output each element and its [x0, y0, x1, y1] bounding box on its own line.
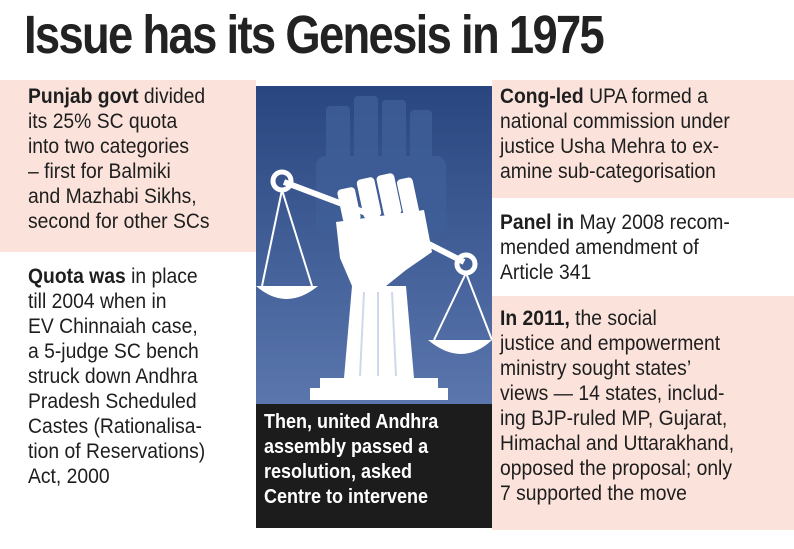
text-line: amine sub-categorisation: [500, 160, 716, 183]
text-line: and Mazhabi Sikhs,: [28, 185, 197, 208]
left-bottom-text: Quota was in place till 2004 when in EV …: [28, 264, 221, 489]
left-bottom-bold: Quota was: [28, 265, 126, 288]
text-line: opposed the proposal; only: [500, 457, 733, 480]
left-top-text: Punjab govt divided its 25% SC quota int…: [28, 84, 225, 234]
text-line: its 25% SC quota: [28, 110, 178, 133]
caption-line: Centre to intervene: [264, 486, 429, 508]
text-line: EV Chinnaiah case,: [28, 315, 198, 338]
text-line: Castes (Rationalisa-: [28, 415, 202, 438]
caption-line: resolution, asked: [264, 461, 413, 483]
right-mid-bold: Panel in: [500, 211, 575, 234]
text-line: 7 supported the move: [500, 482, 687, 505]
text-line: second for other SCs: [28, 210, 210, 233]
page-title: Issue has its Genesis in 1975: [24, 5, 605, 65]
text-line: Act, 2000: [28, 465, 110, 488]
text-line: national commission under: [500, 110, 730, 133]
right-top-panel: [492, 80, 794, 198]
text-line: justice Usha Mehra to ex-: [500, 135, 720, 158]
text-line: struck down Andhra: [28, 365, 198, 388]
text-line: tion of Reservations): [28, 440, 206, 463]
text-line: in place: [125, 265, 198, 288]
text-line: Article 341: [500, 261, 592, 284]
right-top-text: Cong-led UPA formed a national commissio…: [500, 84, 750, 184]
text-line: a 5-judge SC bench: [28, 340, 199, 363]
text-line: – first for Balmiki: [28, 160, 171, 183]
left-top-panel: [0, 80, 256, 252]
text-line: into two categories: [28, 135, 190, 158]
text-line: Himachal and Uttarakhand,: [500, 432, 735, 455]
text-line: justice and empowerment: [500, 332, 721, 355]
scales-of-justice-icon: [256, 86, 493, 404]
text-line: UPA formed a: [583, 85, 708, 108]
text-line: May 2008 recom-: [574, 211, 730, 234]
caption-line: assembly passed a: [264, 436, 429, 458]
text-line: Pradesh Scheduled: [28, 390, 197, 413]
illustration-caption: Then, united Andhra assembly passed a re…: [256, 404, 492, 528]
text-line: till 2004 when in: [28, 290, 167, 313]
right-mid-text: Panel in May 2008 recom- mended amendmen…: [500, 210, 750, 285]
text-line: the social: [569, 307, 657, 330]
text-line: divided: [138, 85, 206, 108]
text-line: ing BJP-ruled MP, Gujarat,: [500, 407, 728, 430]
text-line: ministry sought states’: [500, 357, 692, 380]
text-line: views — 14 states, includ-: [500, 382, 725, 405]
caption-line: Then, united Andhra: [264, 411, 439, 433]
raised-fist-icon: [336, 173, 432, 286]
right-bottom-panel: [492, 296, 794, 530]
left-top-bold: Punjab govt: [28, 85, 139, 108]
right-bottom-text: In 2011, the social justice and empowerm…: [500, 306, 754, 506]
justice-illustration: [256, 86, 493, 404]
right-bottom-bold: In 2011,: [500, 307, 570, 330]
right-top-bold: Cong-led: [500, 85, 584, 108]
text-line: mended amendment of: [500, 236, 699, 259]
